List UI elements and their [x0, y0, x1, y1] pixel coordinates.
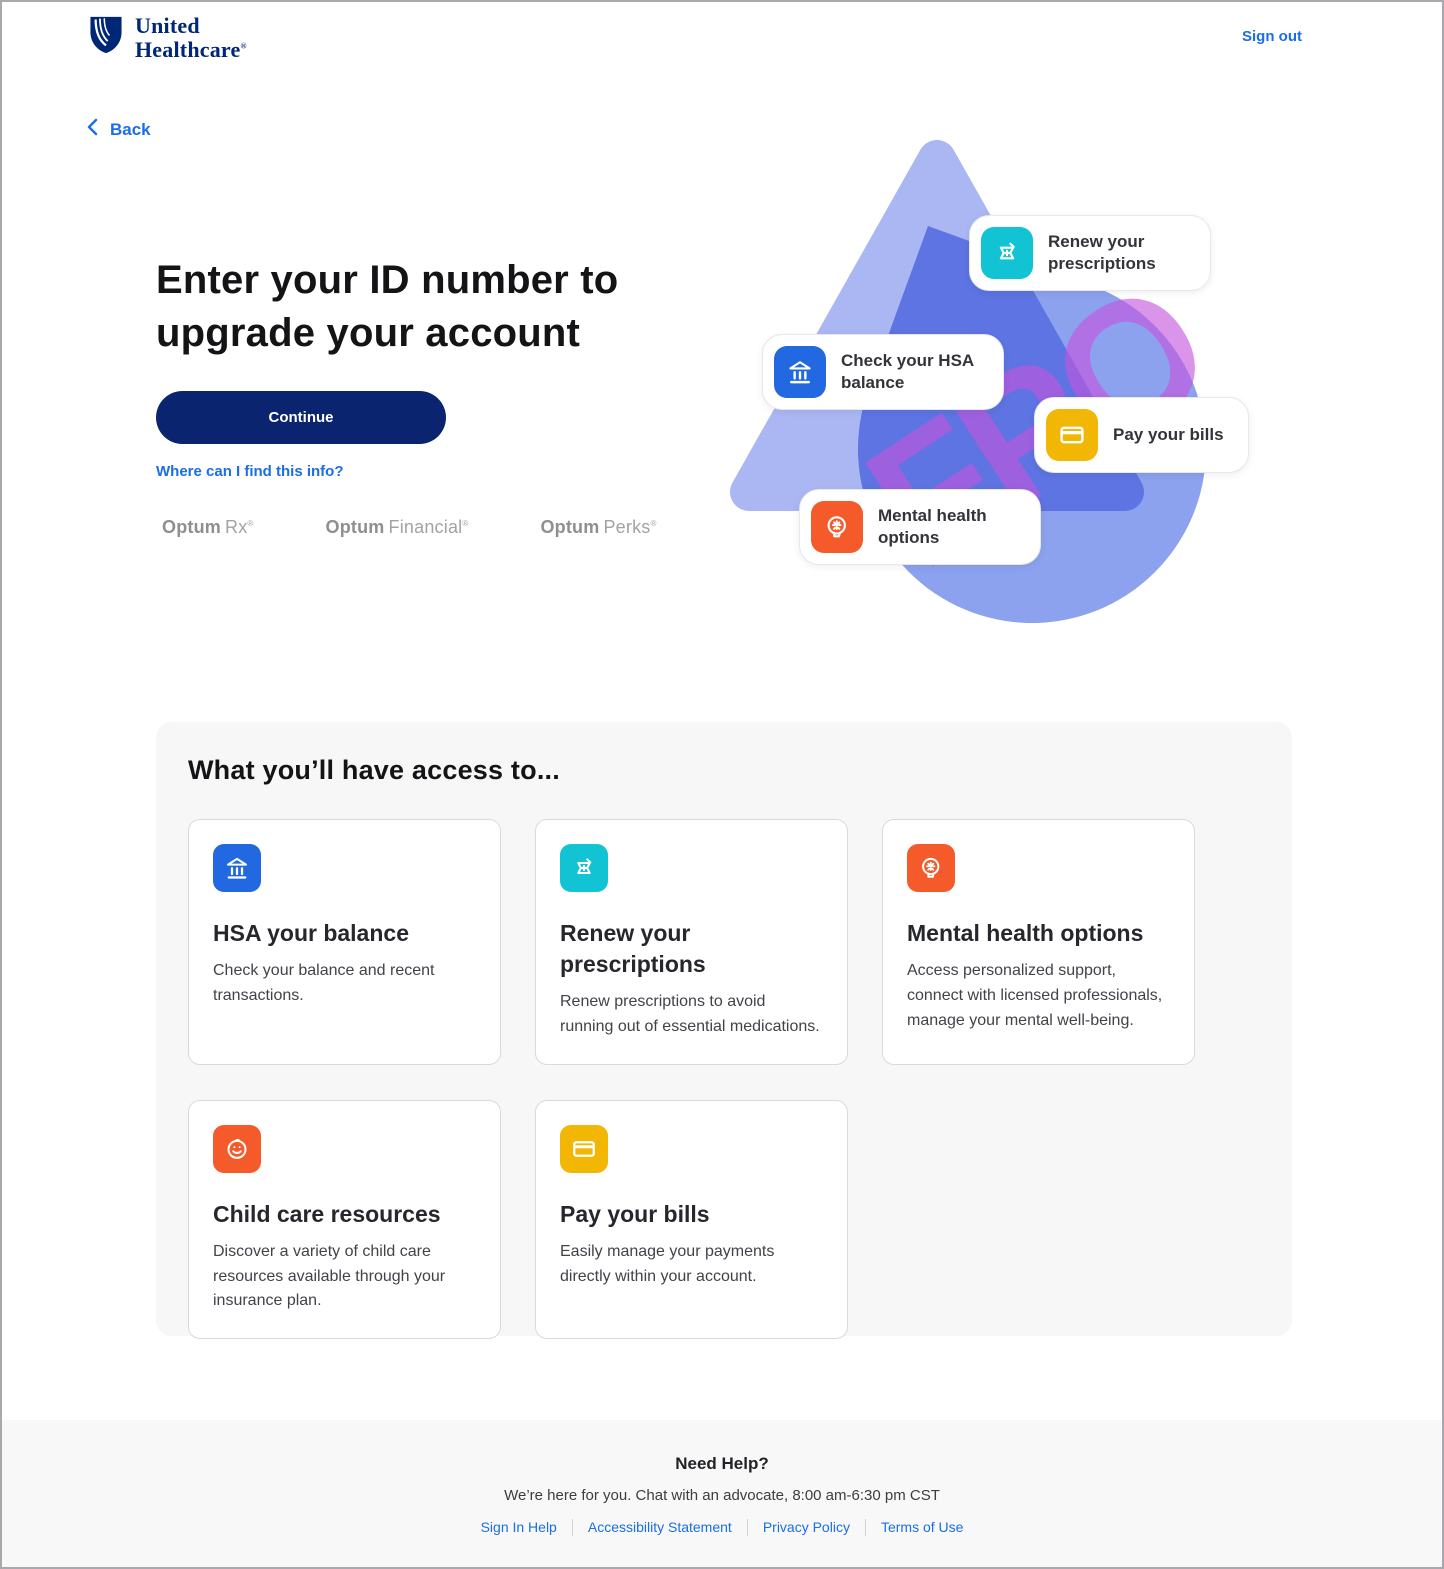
badge-renew-prescriptions: Renew your prescriptions [969, 215, 1211, 291]
advocate-hours-text: We’re here for you. Chat with an advocat… [504, 1487, 940, 1504]
credit-card-icon [560, 1124, 608, 1173]
hero-illustration: FPO Renew your prescriptions Check your … [702, 122, 1302, 682]
brand-wordmark: United Healthcare® [135, 14, 247, 60]
card-renew-prescriptions: Renew your prescriptions Renew prescript… [535, 819, 848, 1065]
bank-icon [213, 844, 261, 892]
card-mental-health-options: Mental health options Access personalize… [882, 819, 1195, 1065]
brand-line-1: United [135, 13, 200, 39]
pharmacy-icon [981, 227, 1033, 279]
card-hsa-your-balance: HSA your balance Check your balance and … [188, 819, 501, 1065]
badge-mental-health-options: Mental health options [799, 489, 1041, 565]
sign-in-help-link[interactable]: Sign In Help [480, 1519, 557, 1535]
child-care-icon [213, 1124, 261, 1173]
back-link[interactable]: Back [87, 118, 151, 141]
card-title: Pay your bills [560, 1200, 710, 1227]
optum-perks-logo: Optum Perks® [540, 517, 657, 537]
access-section-title: What you’ll have access to... [188, 755, 560, 785]
footer: Need Help? We’re here for you. Chat with… [2, 1420, 1442, 1567]
bank-icon [774, 346, 826, 398]
back-label: Back [110, 119, 151, 139]
card-title: Renew your prescriptions [560, 920, 706, 978]
sign-out-link[interactable]: Sign out [1242, 28, 1302, 45]
accessibility-statement-link[interactable]: Accessibility Statement [587, 1519, 732, 1535]
card-body: Access personalized support, connect wit… [907, 962, 1163, 1029]
partner-logos: Optum Rx® Optum Financial® Optum Perks® [162, 517, 657, 538]
badge-label: Renew your prescriptions [1048, 231, 1156, 273]
where-find-info-link[interactable]: Where can I find this info? [156, 463, 344, 480]
access-cards: HSA your balance Check your balance and … [188, 819, 1260, 1340]
card-pay-your-bills: Pay your bills Easily manage your paymen… [535, 1099, 848, 1340]
card-title: Mental health options [907, 920, 1144, 946]
mental-health-icon [811, 501, 863, 553]
optum-financial-logo: Optum Financial® [325, 517, 469, 537]
brand-line-2: Healthcare® [135, 36, 247, 62]
terms-of-use-link[interactable]: Terms of Use [880, 1519, 964, 1535]
continue-button[interactable]: Continue [156, 391, 446, 444]
badge-label: Pay your bills [1113, 424, 1224, 444]
card-body: Discover a variety of child care resourc… [213, 1242, 446, 1310]
privacy-policy-link[interactable]: Privacy Policy [762, 1519, 850, 1535]
pharmacy-icon [560, 844, 608, 892]
badge-pay-your-bills: Pay your bills [1034, 397, 1249, 473]
card-title: HSA your balance [213, 920, 409, 946]
card-body: Easily manage your payments directly wit… [560, 1242, 775, 1285]
badge-check-hsa-balance: Check your HSA balance [762, 334, 1004, 410]
uhc-shield-icon [87, 14, 125, 61]
badge-label: Check your HSA balance [841, 350, 974, 392]
footer-links: Sign In Help Accessibility Statement Pri… [2, 1519, 1442, 1536]
page-title: Enter your ID number to upgrade your acc… [156, 258, 619, 355]
access-section: What you’ll have access to... HSA your b… [156, 722, 1292, 1340]
optum-rx-logo: Optum Rx® [162, 517, 254, 537]
card-title: Child care resources [213, 1200, 441, 1227]
uhc-logo: United Healthcare® [87, 14, 247, 61]
badge-label: Mental health options [878, 505, 987, 547]
credit-card-icon [1046, 409, 1098, 461]
card-body: Check your balance and recent transactio… [213, 962, 435, 1004]
card-child-care-resources: Child care resources Discover a variety … [188, 1099, 501, 1340]
need-help-title: Need Help? [675, 1454, 769, 1473]
mental-health-icon [907, 844, 955, 892]
card-body: Renew prescriptions to avoid running out… [560, 993, 820, 1035]
chevron-left-icon [87, 118, 98, 141]
